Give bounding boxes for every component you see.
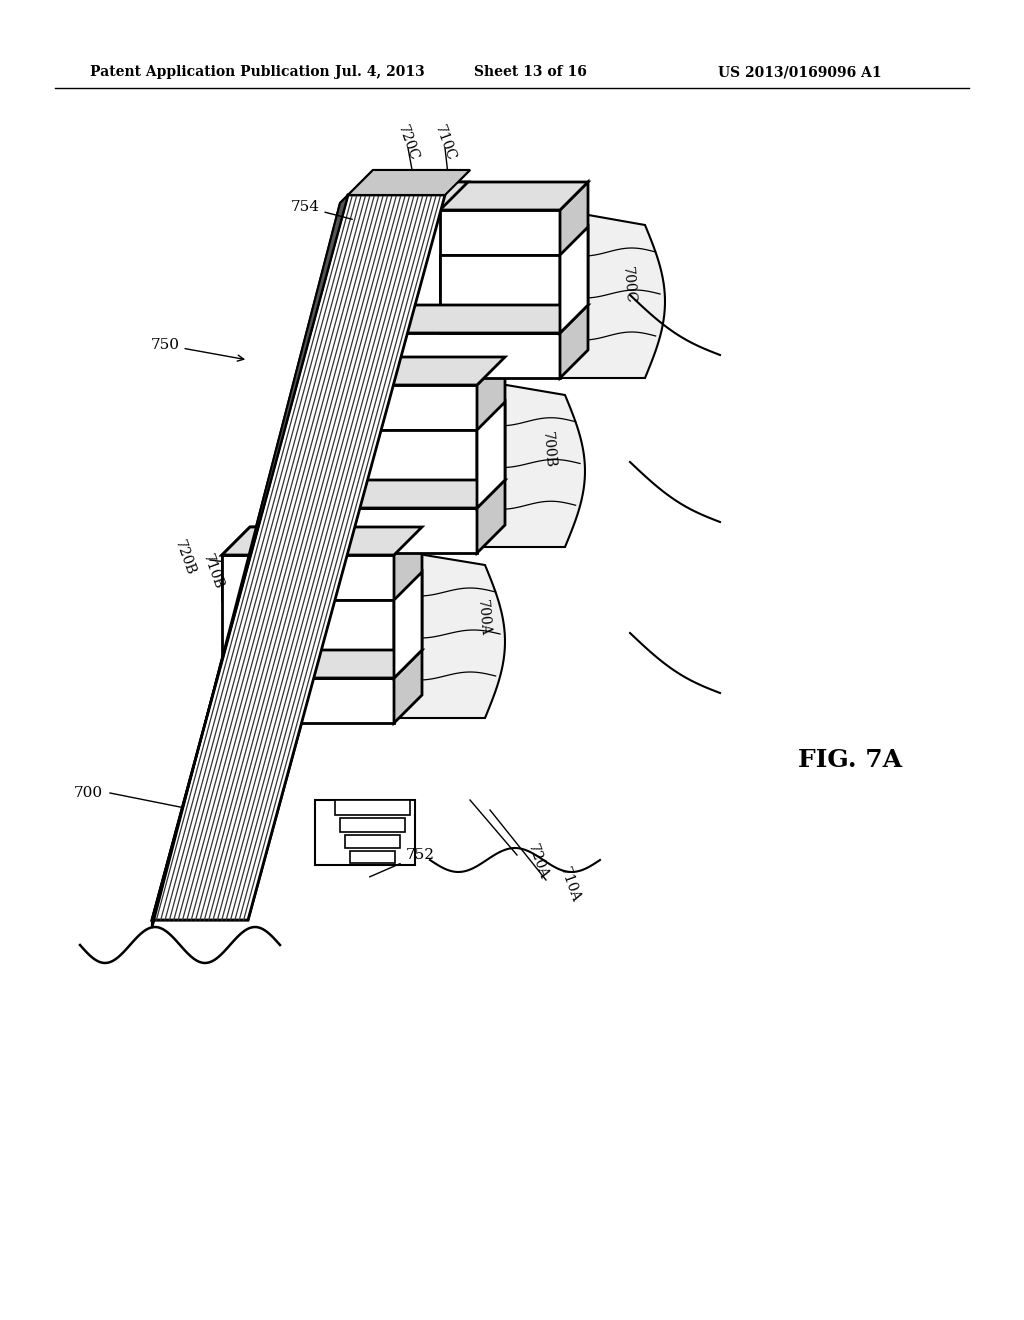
Text: FIG. 7A: FIG. 7A	[798, 748, 902, 772]
Polygon shape	[388, 182, 468, 210]
Polygon shape	[305, 385, 477, 430]
Polygon shape	[152, 195, 445, 920]
Polygon shape	[305, 385, 357, 553]
Text: Patent Application Publication: Patent Application Publication	[90, 65, 330, 79]
Polygon shape	[477, 403, 505, 508]
Text: 750: 750	[151, 338, 244, 362]
Text: 752: 752	[370, 847, 434, 876]
Polygon shape	[388, 210, 440, 378]
Polygon shape	[305, 356, 385, 385]
Text: 754: 754	[291, 201, 352, 219]
Text: 720C: 720C	[395, 123, 421, 162]
Polygon shape	[340, 818, 406, 832]
Polygon shape	[388, 333, 560, 378]
Polygon shape	[477, 356, 505, 553]
Text: 700B: 700B	[540, 432, 557, 469]
Polygon shape	[222, 554, 274, 723]
Polygon shape	[388, 305, 588, 333]
Polygon shape	[560, 227, 588, 333]
Polygon shape	[560, 182, 588, 378]
Text: 710B: 710B	[200, 552, 226, 591]
Polygon shape	[305, 480, 505, 508]
Text: US 2013/0169096 A1: US 2013/0169096 A1	[718, 65, 882, 79]
Polygon shape	[477, 380, 585, 546]
Polygon shape	[394, 572, 422, 678]
Polygon shape	[335, 800, 410, 814]
Polygon shape	[357, 430, 477, 508]
Polygon shape	[350, 851, 395, 863]
Polygon shape	[274, 601, 394, 678]
Polygon shape	[440, 255, 560, 333]
Polygon shape	[394, 527, 422, 723]
Polygon shape	[152, 195, 445, 920]
Polygon shape	[222, 527, 302, 554]
Text: Sheet 13 of 16: Sheet 13 of 16	[473, 65, 587, 79]
Polygon shape	[388, 182, 588, 210]
Text: 710A: 710A	[557, 866, 583, 904]
Polygon shape	[560, 210, 665, 378]
Polygon shape	[394, 550, 505, 718]
Polygon shape	[222, 554, 394, 601]
Polygon shape	[222, 649, 422, 678]
Polygon shape	[152, 195, 348, 928]
Text: 710C: 710C	[432, 123, 458, 162]
Polygon shape	[152, 195, 348, 928]
Text: 720A: 720A	[525, 842, 551, 882]
Text: 700: 700	[74, 785, 102, 800]
Text: 720B: 720B	[172, 539, 198, 578]
Polygon shape	[388, 210, 560, 255]
Polygon shape	[348, 170, 470, 195]
Text: 700C: 700C	[620, 265, 637, 304]
Text: Jul. 4, 2013: Jul. 4, 2013	[335, 65, 425, 79]
Polygon shape	[305, 508, 477, 553]
Polygon shape	[305, 356, 505, 385]
Polygon shape	[315, 800, 415, 865]
Polygon shape	[222, 678, 394, 723]
Polygon shape	[222, 527, 422, 554]
Polygon shape	[345, 836, 400, 847]
Text: 700A: 700A	[475, 599, 493, 636]
Polygon shape	[348, 170, 470, 195]
